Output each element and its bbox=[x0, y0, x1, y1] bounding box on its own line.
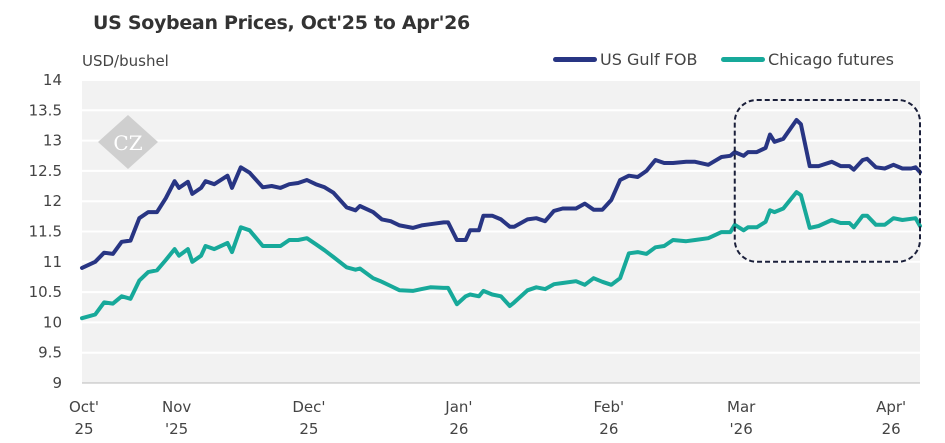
series-line-us-gulf-fob bbox=[80, 118, 922, 270]
x-tick-label: 26 bbox=[599, 420, 618, 438]
watermark-logo: CZ bbox=[98, 115, 158, 169]
x-tick-label: Mar bbox=[727, 398, 756, 416]
x-tick-label: 25 bbox=[299, 420, 318, 438]
x-tick-label: '25 bbox=[165, 420, 188, 438]
x-tick-label: Apr' bbox=[876, 398, 906, 416]
x-tick-label: 26 bbox=[882, 420, 901, 438]
x-tick-label: '26 bbox=[730, 420, 753, 438]
legend-swatch bbox=[721, 57, 765, 62]
x-tick-label: Dec' bbox=[292, 398, 325, 416]
y-axis-label: USD/bushel bbox=[82, 52, 169, 70]
highlight-box bbox=[733, 98, 921, 263]
legend-item-chicago-futures: Chicago futures bbox=[721, 50, 894, 69]
series-line-chicago-futures bbox=[80, 190, 922, 321]
y-tick-label: 10 bbox=[43, 313, 62, 331]
legend-label: US Gulf FOB bbox=[600, 50, 698, 69]
watermark-text: CZ bbox=[113, 131, 142, 155]
legend-item-us-gulf-fob: US Gulf FOB bbox=[553, 50, 697, 69]
y-tick-label: 14 bbox=[43, 71, 62, 89]
watermark-diamond bbox=[98, 115, 158, 169]
y-tick-label: 11 bbox=[43, 253, 62, 271]
y-tick-label: 11.5 bbox=[29, 223, 62, 241]
legend-swatch bbox=[553, 57, 597, 62]
x-tick-label: Feb' bbox=[594, 398, 625, 416]
x-tick-label: 26 bbox=[449, 420, 468, 438]
x-tick-label: Jan' bbox=[444, 398, 472, 416]
y-tick-label: 13 bbox=[43, 132, 62, 150]
y-tick-label: 9 bbox=[52, 374, 62, 392]
x-tick-label: Nov bbox=[162, 398, 191, 416]
x-tick-label: 25 bbox=[74, 420, 93, 438]
legend-label: Chicago futures bbox=[768, 50, 894, 69]
chart-title: US Soybean Prices, Oct'25 to Apr'26 bbox=[93, 12, 470, 34]
y-tick-label: 12 bbox=[43, 192, 62, 210]
y-tick-label: 10.5 bbox=[29, 283, 62, 301]
x-tick-label: Oct' bbox=[69, 398, 99, 416]
y-tick-label: 12.5 bbox=[29, 162, 62, 180]
y-tick-label: 9.5 bbox=[38, 344, 62, 362]
y-tick-label: 13.5 bbox=[29, 101, 62, 119]
